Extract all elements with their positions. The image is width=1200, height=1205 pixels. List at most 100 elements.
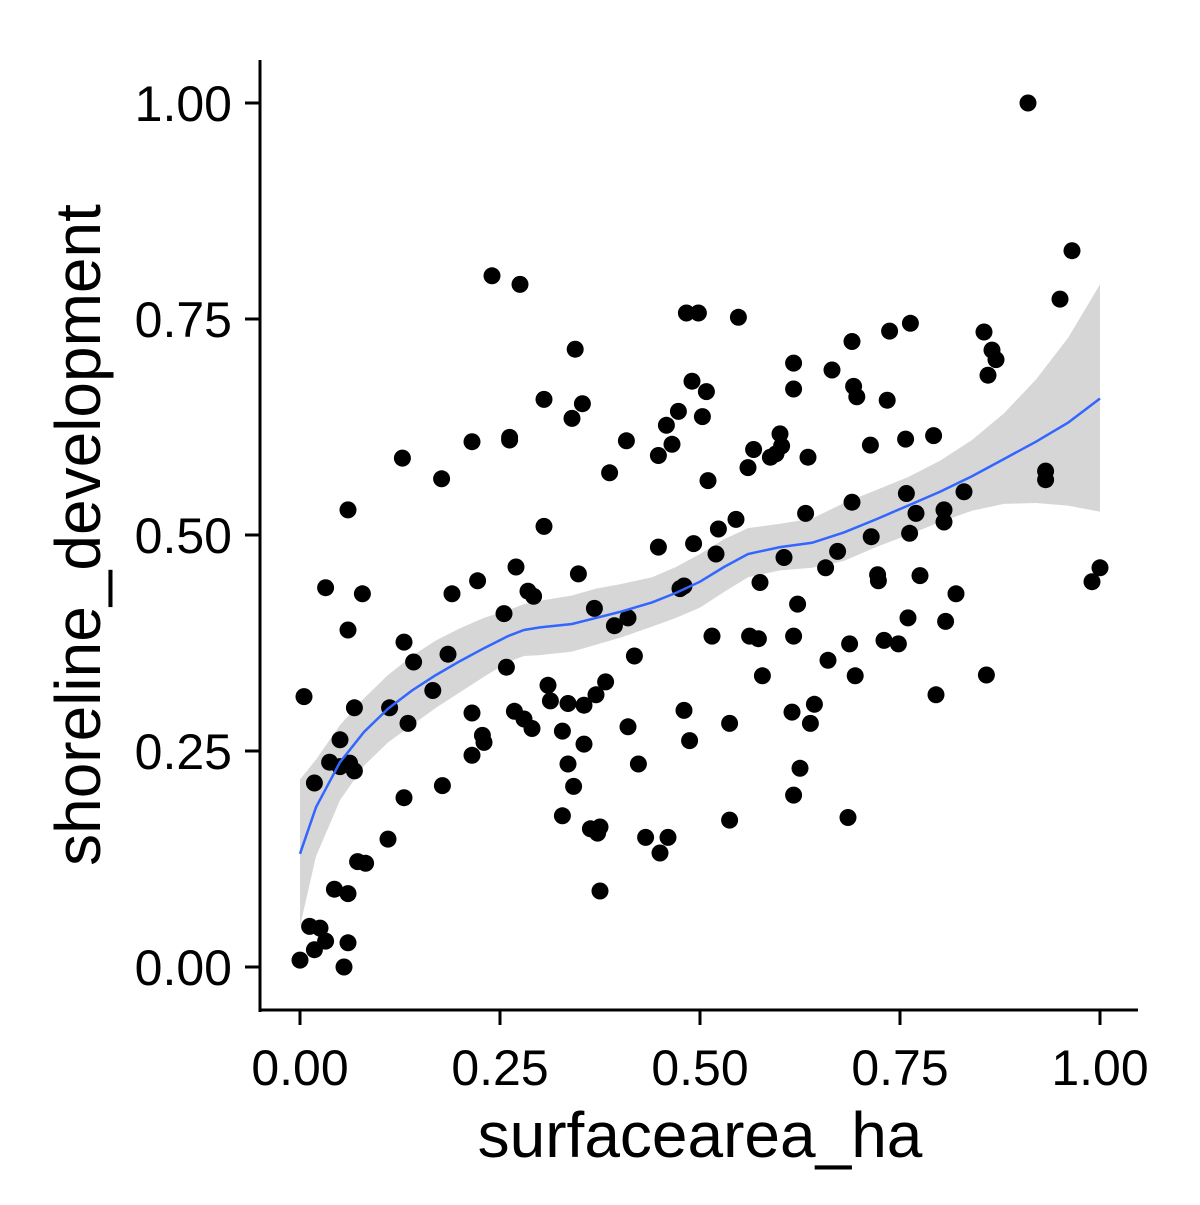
data-point xyxy=(433,777,451,795)
data-point xyxy=(649,538,667,556)
data-point xyxy=(331,731,349,749)
data-point xyxy=(649,447,667,464)
data-point xyxy=(535,517,553,535)
data-point xyxy=(727,510,745,528)
data-point xyxy=(721,811,739,829)
data-point xyxy=(1051,290,1069,308)
data-point xyxy=(683,372,701,390)
data-point xyxy=(791,759,809,777)
data-point xyxy=(405,653,423,671)
data-point xyxy=(353,585,371,603)
data-point xyxy=(575,735,593,753)
data-points-layer xyxy=(291,94,1109,976)
data-point xyxy=(819,651,837,669)
data-point xyxy=(495,605,513,623)
data-point xyxy=(839,809,857,826)
data-point xyxy=(925,427,943,445)
data-point xyxy=(785,627,803,645)
data-point xyxy=(575,696,593,714)
data-point xyxy=(955,483,973,501)
x-tick-label: 1.00 xyxy=(1051,1040,1148,1096)
data-point xyxy=(539,676,557,694)
axes-layer: 0.00 0.25 0.50 0.75 1.00 0.00 0.25 0.50 0.75 1.00 xyxy=(135,60,1149,1096)
data-point xyxy=(357,854,375,872)
data-point xyxy=(597,673,615,691)
data-point xyxy=(773,437,791,455)
data-point xyxy=(463,704,481,722)
data-point xyxy=(875,631,893,649)
data-point xyxy=(848,388,866,406)
data-point xyxy=(523,720,541,737)
data-point xyxy=(507,558,525,576)
data-point xyxy=(317,932,335,950)
data-point xyxy=(657,416,675,434)
data-point xyxy=(311,919,329,937)
data-point xyxy=(339,621,357,639)
data-point xyxy=(563,409,581,427)
data-point xyxy=(601,464,619,482)
data-point xyxy=(651,844,669,862)
data-point xyxy=(869,572,887,590)
data-point xyxy=(379,830,397,848)
x-tick-label: 0.75 xyxy=(851,1040,948,1096)
data-point xyxy=(1063,242,1081,260)
data-point xyxy=(619,718,637,736)
data-point xyxy=(977,666,995,684)
data-point xyxy=(843,333,861,350)
data-point xyxy=(591,818,609,836)
data-point xyxy=(789,595,807,613)
data-point xyxy=(553,722,571,740)
data-point xyxy=(703,627,721,645)
data-point xyxy=(721,714,739,732)
data-point xyxy=(785,380,803,398)
data-point xyxy=(619,609,637,627)
data-point xyxy=(501,428,519,446)
data-point xyxy=(443,585,461,603)
data-point xyxy=(1091,559,1109,577)
data-point xyxy=(659,828,677,846)
y-tick-label: 0.50 xyxy=(135,508,232,564)
data-point xyxy=(817,559,835,577)
data-point xyxy=(399,714,417,732)
data-point xyxy=(339,885,357,903)
x-tick-label: 0.00 xyxy=(251,1040,348,1096)
data-point xyxy=(295,688,313,706)
data-point xyxy=(511,275,529,293)
data-point xyxy=(901,314,919,332)
data-point xyxy=(553,807,571,825)
data-point xyxy=(559,755,577,773)
data-point xyxy=(475,733,493,751)
data-point xyxy=(783,703,801,721)
data-point xyxy=(709,520,727,538)
data-point xyxy=(637,828,655,846)
data-point xyxy=(663,435,681,453)
data-point xyxy=(697,383,715,401)
data-point xyxy=(305,774,323,792)
y-tick-label: 1.00 xyxy=(135,76,232,132)
data-point xyxy=(681,732,699,750)
data-point xyxy=(629,755,647,773)
data-point xyxy=(935,501,953,519)
data-point xyxy=(675,701,693,719)
data-point xyxy=(987,351,1005,369)
data-point xyxy=(317,579,335,597)
data-point xyxy=(535,390,553,408)
data-point xyxy=(565,777,583,795)
data-point xyxy=(862,528,880,546)
data-point xyxy=(841,635,859,653)
data-point xyxy=(911,567,929,585)
data-point xyxy=(345,762,363,780)
data-point xyxy=(469,572,487,590)
data-point xyxy=(979,366,997,384)
data-point xyxy=(699,472,717,490)
confidence-band-layer xyxy=(300,284,1100,927)
data-point xyxy=(669,402,687,420)
data-point xyxy=(424,682,442,699)
data-point xyxy=(325,880,343,898)
data-point xyxy=(799,448,817,466)
data-point xyxy=(605,617,623,635)
data-point xyxy=(843,493,861,511)
data-point xyxy=(1019,94,1037,112)
data-point xyxy=(829,542,847,560)
